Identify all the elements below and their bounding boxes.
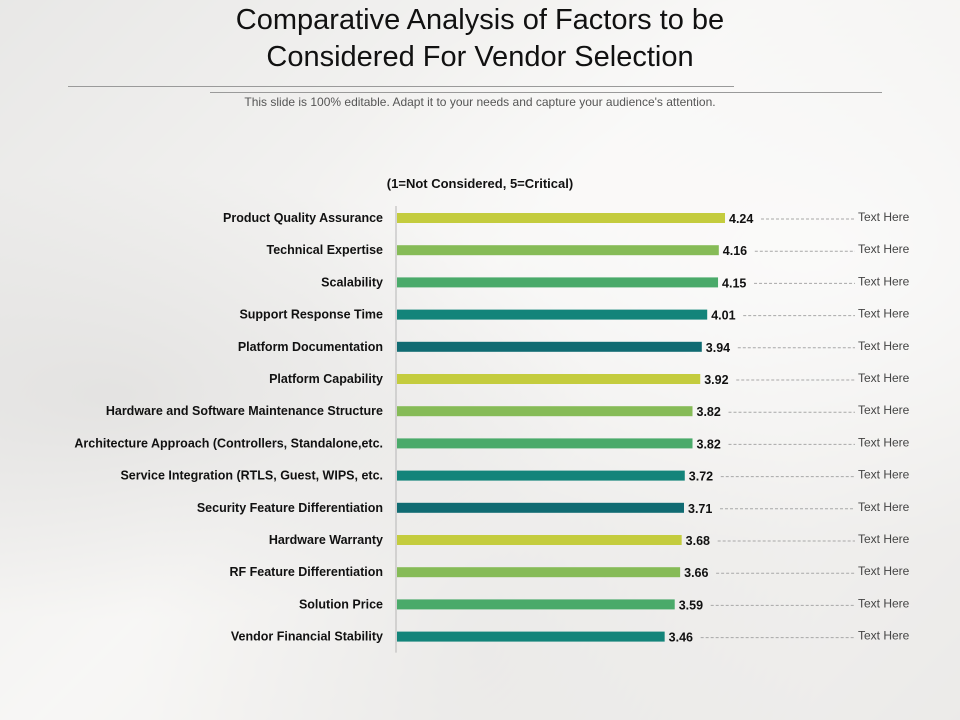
category-label: Hardware and Software Maintenance Struct… — [106, 404, 383, 418]
category-label: Vendor Financial Stability — [231, 630, 383, 644]
slide-subtitle: This slide is 100% editable. Adapt it to… — [244, 95, 716, 109]
slide-title-line1: Comparative Analysis of Factors to be — [235, 4, 725, 36]
category-label: Solution Price — [299, 597, 383, 611]
bar — [397, 502, 684, 513]
category-label: Scalability — [321, 275, 383, 289]
note-text: Text Here — [858, 629, 910, 643]
category-label: Security Feature Differentiation — [197, 501, 383, 515]
bar — [397, 374, 701, 384]
value-label: 4.15 — [722, 276, 746, 290]
bar — [397, 438, 693, 449]
value-label: 3.66 — [684, 566, 708, 580]
bar — [397, 213, 725, 223]
value-label: 3.82 — [697, 405, 721, 419]
note-text: Text Here — [858, 210, 910, 224]
category-label: Hardware Warranty — [269, 533, 383, 547]
bar — [397, 245, 719, 256]
value-label: 3.71 — [688, 502, 712, 516]
bar — [397, 631, 665, 642]
category-label: Service Integration (RTLS, Guest, WIPS, … — [120, 469, 383, 483]
bar — [397, 567, 681, 578]
bar — [397, 535, 682, 545]
value-label: 3.72 — [689, 470, 713, 484]
bar — [397, 470, 685, 481]
title-divider-top — [68, 86, 734, 87]
note-text: Text Here — [858, 435, 910, 449]
value-label: 3.59 — [679, 598, 703, 612]
value-label: 4.16 — [723, 244, 747, 258]
value-label: 3.46 — [669, 631, 693, 645]
bar — [397, 277, 719, 288]
value-label: 4.24 — [729, 212, 753, 226]
value-label: 3.92 — [704, 373, 728, 387]
category-label: RF Feature Differentiation — [230, 565, 384, 579]
bar — [397, 599, 675, 610]
bar — [397, 341, 702, 352]
category-label: Architecture Approach (Controllers, Stan… — [74, 436, 383, 450]
note-text: Text Here — [858, 242, 910, 256]
chart-title: (1=Not Considered, 5=Critical) — [386, 176, 574, 191]
category-label: Platform Capability — [269, 372, 383, 386]
category-label: Product Quality Assurance — [223, 211, 383, 225]
note-text: Text Here — [858, 274, 910, 288]
note-text: Text Here — [858, 532, 910, 546]
category-label: Platform Documentation — [238, 340, 383, 354]
value-label: 4.01 — [711, 309, 735, 323]
note-text: Text Here — [858, 307, 910, 321]
slide-title: Comparative Analysis of Factors to be Co… — [80, 2, 880, 76]
bar — [397, 406, 693, 417]
note-text: Text Here — [858, 403, 910, 417]
category-label: Support Response Time — [239, 308, 383, 322]
note-text: Text Here — [858, 596, 910, 610]
note-text: Text Here — [858, 371, 910, 385]
title-divider-bottom — [210, 92, 882, 93]
bar — [397, 309, 708, 320]
note-text: Text Here — [858, 339, 910, 353]
value-label: 3.82 — [697, 437, 721, 451]
note-text: Text Here — [858, 468, 910, 482]
value-label: 3.94 — [706, 341, 730, 355]
slide-title-line2: Considered For Vendor Selection — [266, 41, 694, 73]
note-text: Text Here — [858, 500, 910, 514]
note-text: Text Here — [858, 564, 910, 578]
value-label: 3.68 — [686, 534, 710, 548]
category-label: Technical Expertise — [267, 243, 384, 257]
